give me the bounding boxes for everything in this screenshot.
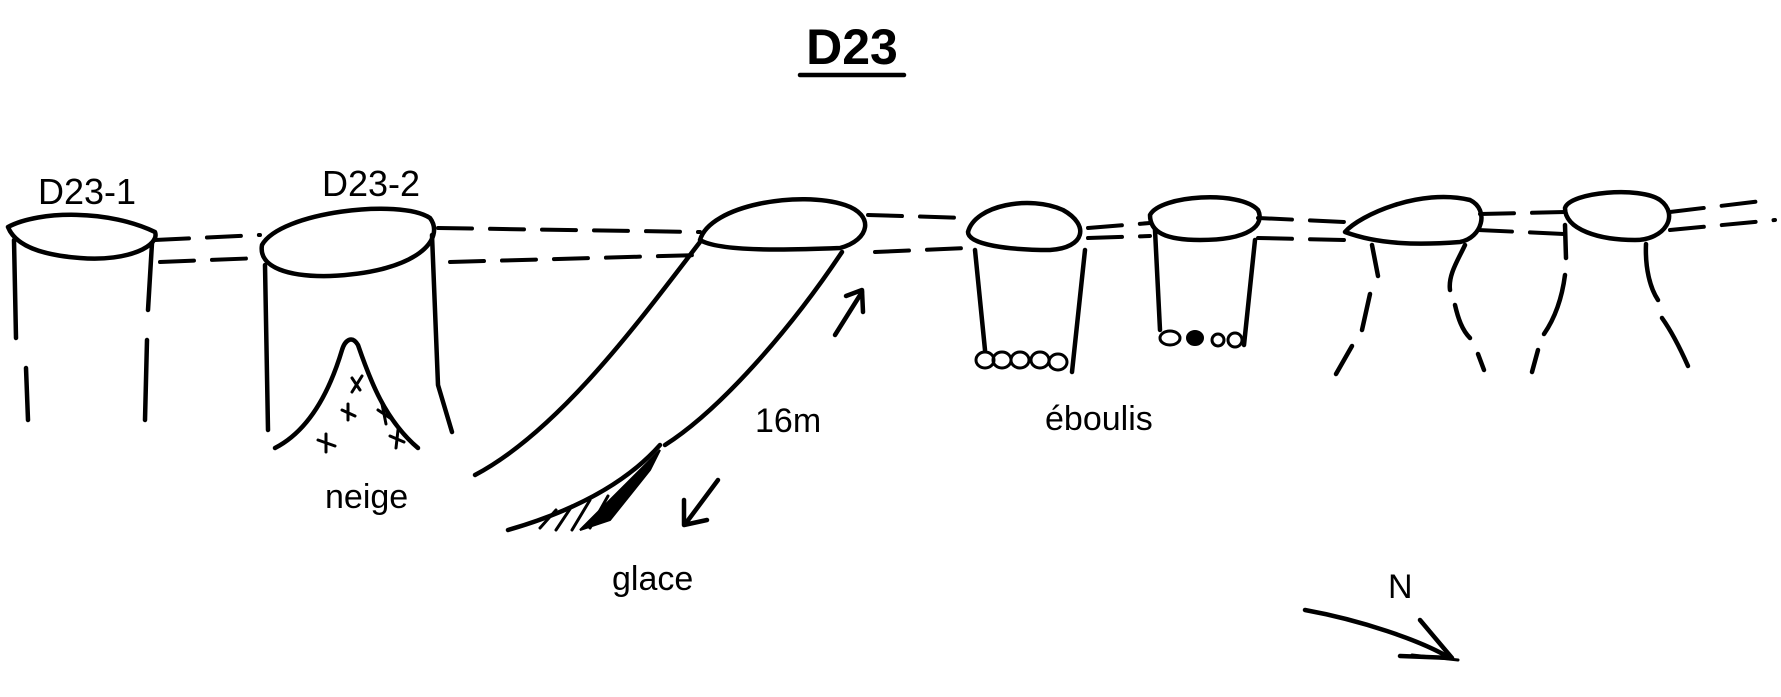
label-ice: glace: [612, 560, 693, 598]
snow-cone: [272, 337, 421, 454]
label-snow: neige: [325, 478, 408, 516]
shaft-3: [1333, 194, 1487, 377]
shaft-scree-1: [965, 200, 1088, 375]
label-shaft-d23-1: D23-1: [38, 171, 136, 212]
label-shaft-d23-2: D23-2: [322, 163, 420, 204]
shaft-d23-2: [259, 206, 455, 435]
north-arrow: [1302, 607, 1460, 662]
sketch-title: D23: [806, 19, 898, 75]
arrow-down: [681, 477, 721, 528]
shaft-4: [1529, 189, 1691, 375]
surface-lines: [153, 198, 1777, 264]
shaft-scree-2: [1147, 195, 1262, 349]
shaft-d23-1: [5, 212, 158, 423]
label-north: N: [1388, 568, 1413, 606]
ice-formation: [505, 442, 663, 533]
inclined-shaft: [472, 197, 868, 478]
label-scree: éboulis: [1045, 400, 1153, 438]
arrow-up: [832, 287, 866, 338]
label-depth: 16m: [755, 402, 821, 440]
